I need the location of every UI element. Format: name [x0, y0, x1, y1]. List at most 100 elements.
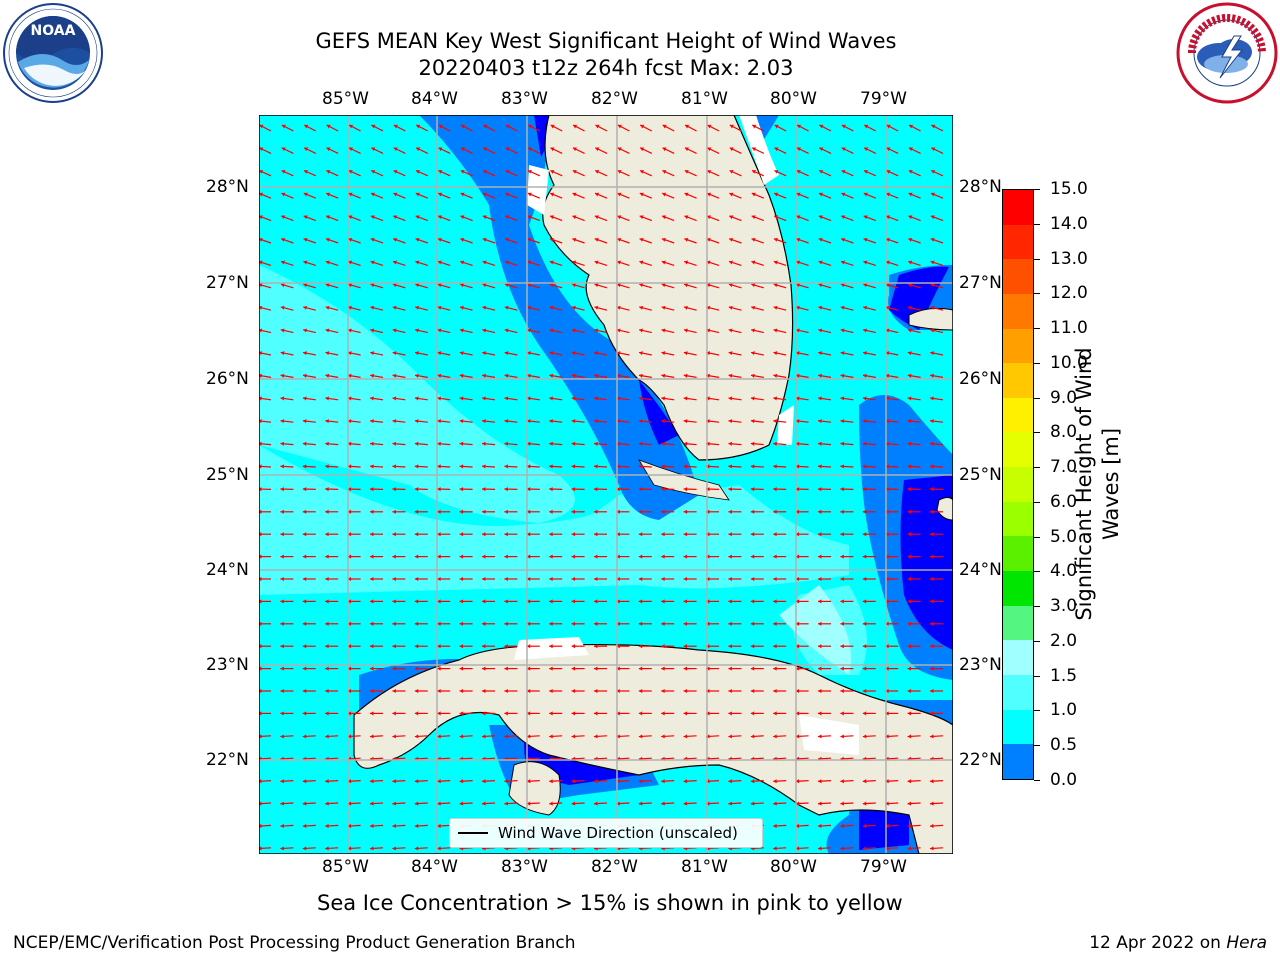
wind-arrow-head [348, 305, 352, 310]
wave-band-light [259, 265, 575, 523]
wind-arrow-head [818, 644, 822, 649]
wind-arrow-head [370, 260, 375, 265]
wind-arrow-head [863, 237, 868, 242]
wind-arrow-head [684, 237, 689, 242]
colorbar-tick-mark [1034, 780, 1040, 781]
wind-arrow-head [728, 599, 732, 604]
wind-arrow-head [280, 487, 284, 492]
wind-arrow-head [549, 801, 553, 806]
wind-arrow-head [370, 351, 375, 356]
wind-arrow-head [392, 734, 396, 739]
wind-arrow-head [370, 801, 374, 806]
wind-arrow-head [392, 666, 396, 671]
wind-arrow-head [773, 487, 777, 492]
wind-arrow-head [460, 283, 464, 288]
wind-arrow-head [683, 441, 688, 446]
colorbar-tick-mark [1034, 223, 1040, 225]
wind-arrow-head [370, 509, 374, 514]
wind-arrow-head [840, 509, 844, 514]
wind-arrow-head [504, 441, 509, 446]
colorbar-tick-mark [1034, 710, 1040, 712]
wind-arrow-head [549, 464, 553, 469]
wind-arrow-head [370, 215, 375, 220]
wind-arrow-head [303, 192, 308, 197]
wind-arrow-head [526, 711, 531, 716]
colorbar-tick-mark [1034, 571, 1040, 573]
wind-arrow-head [527, 192, 532, 197]
wind-arrow-head [862, 688, 867, 694]
wind-arrow-head [571, 351, 576, 356]
wind-arrow-head [459, 644, 464, 649]
wind-arrow-head [549, 532, 553, 537]
wind-arrow-head [795, 846, 800, 851]
wind-arrow-head [594, 509, 598, 514]
wind-arrow-head [460, 305, 464, 310]
wind-arrow-head [594, 351, 599, 356]
wind-arrow-head [571, 666, 576, 671]
lon-label-bottom: 85°W [322, 857, 369, 877]
wind-arrow-head [549, 666, 553, 671]
wind-arrow-head [683, 599, 688, 604]
wind-arrow-head [459, 419, 464, 424]
chart-title: GEFS MEAN Key West Significant Height of… [315, 29, 897, 53]
wind-arrow-head [370, 373, 374, 378]
wind-wave-map [257, 114, 954, 855]
wind-arrow-head [796, 260, 801, 265]
wind-arrow-head [683, 688, 688, 694]
wind-arrow-head [572, 283, 576, 288]
wind-arrow-head [862, 464, 867, 469]
wind-arrow-head [840, 666, 844, 671]
wind-arrow-head [302, 373, 307, 378]
wind-arrow-head [840, 419, 845, 424]
wind-arrow-head [594, 328, 599, 333]
lat-label-left: 23°N [206, 655, 249, 675]
wind-arrow-head [862, 823, 867, 829]
lat-label-left: 26°N [206, 369, 249, 389]
wind-arrow-head [460, 260, 465, 265]
wind-arrow-head [504, 666, 508, 671]
wind-arrow-head [930, 351, 935, 356]
wind-arrow-head [661, 441, 665, 446]
wind-arrow-head [504, 328, 509, 333]
wind-arrow-head [437, 260, 442, 265]
wind-arrow-head [638, 554, 643, 559]
wind-arrow-head [505, 147, 510, 152]
wind-arrow-head [302, 599, 307, 604]
wind-arrow-head [326, 147, 331, 152]
wind-arrow-head [325, 734, 329, 739]
wind-arrow-head [437, 666, 441, 671]
wind-arrow-head [750, 576, 755, 582]
wind-arrow-head [303, 237, 308, 242]
colorbar-tick-mark [1034, 432, 1040, 434]
wind-arrow-head [818, 328, 823, 333]
wind-arrow-head [683, 419, 688, 424]
wind-arrow-head [818, 576, 822, 582]
wind-arrow-head [370, 599, 374, 604]
wind-arrow-head [460, 170, 465, 174]
wind-arrow-head [729, 215, 734, 220]
wind-arrow-head [414, 846, 419, 851]
wind-arrow-head [750, 734, 755, 739]
lat-label-right: 26°N [959, 369, 1002, 389]
wind-arrow-head [886, 192, 891, 197]
wind-arrow-head [616, 734, 620, 739]
lat-label-right: 22°N [959, 750, 1002, 770]
wind-arrow-head [661, 260, 666, 265]
wind-arrow-head [392, 441, 397, 446]
wind-arrow-head [638, 644, 643, 649]
wind-arrow-head [706, 396, 710, 401]
wind-arrow-head [661, 509, 665, 514]
colorbar-tick-label: 0.5 [1050, 735, 1078, 756]
wind-arrow-head [728, 554, 732, 559]
wind-arrow-head [638, 734, 643, 739]
wind-arrow-head [885, 823, 889, 829]
wind-arrow-head [706, 419, 710, 424]
wind-arrow-head [504, 554, 508, 559]
wind-arrow-head [907, 351, 912, 356]
colorbar-segment [1003, 605, 1033, 641]
wind-arrow-head [795, 464, 800, 469]
wind-arrow-head [907, 734, 912, 739]
wind-arrow-head [371, 170, 376, 174]
wind-arrow-head [281, 170, 286, 174]
wind-arrow-head [907, 599, 912, 604]
